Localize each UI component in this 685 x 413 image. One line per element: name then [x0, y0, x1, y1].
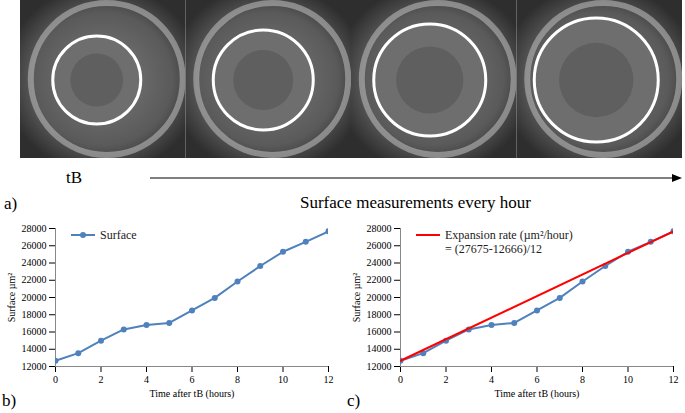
svg-text:Surface µm²: Surface µm² — [351, 273, 362, 323]
svg-text:16000: 16000 — [22, 326, 47, 337]
svg-text:28000: 28000 — [22, 223, 47, 234]
svg-text:12: 12 — [324, 374, 334, 385]
svg-text:14000: 14000 — [367, 343, 392, 354]
svg-text:12: 12 — [669, 374, 679, 385]
svg-text:14000: 14000 — [22, 343, 47, 354]
html-text:Expansion rate (µm²/hour): Expansion rate (µm²/hour) — [445, 228, 573, 242]
svg-text:4: 4 — [144, 374, 149, 385]
svg-text:24000: 24000 — [367, 257, 392, 268]
html-text:a): a) — [4, 194, 18, 213]
svg-text:18000: 18000 — [22, 309, 47, 320]
svg-text:Time after tB (hours): Time after tB (hours) — [150, 388, 235, 400]
html-text:tB: tB — [66, 168, 83, 187]
html-text:c): c) — [347, 391, 361, 410]
svg-text:10: 10 — [623, 374, 633, 385]
svg-text:Surface µm²: Surface µm² — [6, 273, 17, 323]
svg-text:2: 2 — [444, 374, 449, 385]
svg-text:12000: 12000 — [367, 361, 392, 372]
svg-text:6: 6 — [190, 374, 195, 385]
svg-text:16000: 16000 — [367, 326, 392, 337]
svg-text:20000: 20000 — [22, 292, 47, 303]
svg-text:10: 10 — [278, 374, 288, 385]
svg-text:18000: 18000 — [367, 309, 392, 320]
svg-text:20000: 20000 — [367, 292, 392, 303]
svg-text:22000: 22000 — [367, 274, 392, 285]
svg-text:6: 6 — [535, 374, 540, 385]
svg-text:0: 0 — [53, 374, 58, 385]
svg-text:12000: 12000 — [22, 361, 47, 372]
svg-text:24000: 24000 — [22, 257, 47, 268]
svg-text:Time after tB (hours): Time after tB (hours) — [495, 388, 580, 400]
html-text:b): b) — [2, 391, 17, 410]
svg-text:2: 2 — [99, 374, 104, 385]
svg-text:4: 4 — [489, 374, 494, 385]
html-text:Surface measurements every hou: Surface measurements every hour — [300, 193, 531, 212]
svg-text:28000: 28000 — [367, 223, 392, 234]
svg-text:26000: 26000 — [367, 240, 392, 251]
svg-text:26000: 26000 — [22, 240, 47, 251]
html-text:Surface: Surface — [100, 228, 137, 242]
html-text:= (27675-12666)/12: = (27675-12666)/12 — [445, 242, 543, 256]
svg-text:0: 0 — [398, 374, 403, 385]
svg-text:8: 8 — [235, 374, 240, 385]
svg-text:8: 8 — [580, 374, 585, 385]
svg-text:22000: 22000 — [22, 274, 47, 285]
